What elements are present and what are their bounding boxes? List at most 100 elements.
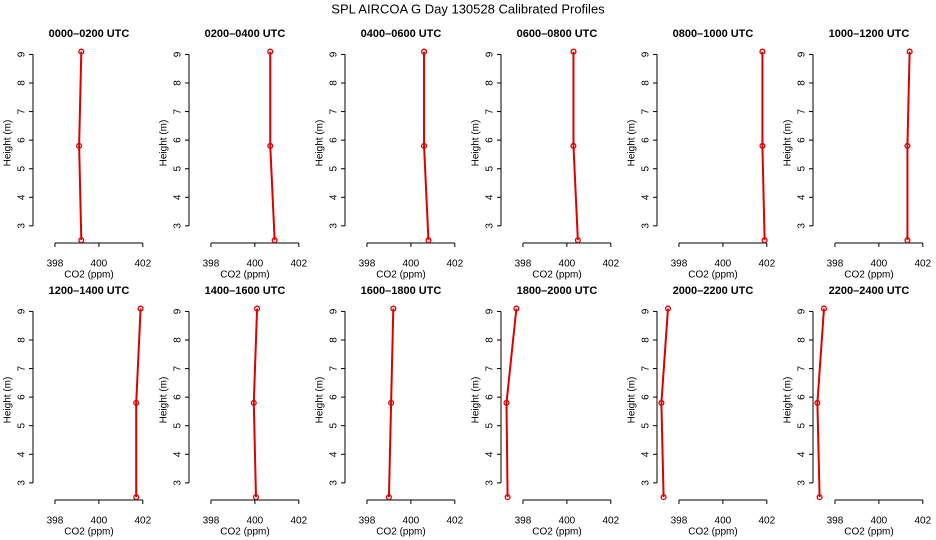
y-tick-label: 3 (329, 480, 340, 486)
profile-point (421, 142, 428, 149)
profile-point (252, 494, 260, 501)
profile-point (570, 142, 577, 149)
y-tick-label: 3 (173, 223, 184, 229)
x-tick-label: 398 (203, 516, 220, 527)
panel: 0600–0800 UTC 3 4 5 6 7 8 9 Height (m) 398 400 402 C… (471, 28, 620, 281)
profile-point (759, 48, 766, 55)
profile-line (387, 308, 395, 498)
profile-point (421, 48, 428, 55)
x-tick-label: 400 (871, 516, 888, 527)
y-tick-label: 4 (797, 451, 808, 457)
y-tick-label: 8 (329, 337, 340, 343)
panel: 1200–1400 UTC 3 4 5 6 7 8 9 Height (m) 398 400 402 C… (3, 285, 152, 538)
y-axis-label: Height (m) (315, 377, 326, 424)
panel: 1000–1200 UTC 3 4 5 6 7 8 9 Height (m) 398 400 402 C… (783, 28, 932, 281)
profile-point (814, 399, 821, 406)
profile-point (658, 399, 665, 406)
y-tick-label: 4 (17, 451, 28, 457)
y-tick-label: 7 (641, 108, 652, 114)
panel-title: 1200–1400 UTC (49, 285, 130, 297)
y-tick-label: 3 (485, 480, 496, 486)
x-tick-label: 402 (914, 516, 931, 527)
x-tick-label: 402 (914, 259, 931, 270)
y-tick-label: 6 (641, 137, 652, 143)
panel-title: 1000–1200 UTC (829, 28, 910, 40)
y-tick-label: 9 (797, 51, 808, 57)
x-axis-label: CO2 (ppm) (532, 527, 581, 538)
y-tick-label: 5 (17, 422, 28, 428)
x-tick-label: 402 (290, 259, 307, 270)
profile-point (761, 237, 768, 244)
y-tick-label: 9 (173, 308, 184, 314)
profile-point (250, 399, 257, 406)
y-axis-label: Height (m) (783, 377, 794, 424)
x-tick-label: 402 (290, 516, 307, 527)
profile-point (133, 494, 140, 501)
y-tick-label: 4 (641, 451, 652, 457)
x-tick-label: 400 (247, 259, 264, 270)
y-tick-label: 8 (641, 80, 652, 86)
x-tick-label: 400 (403, 259, 420, 270)
x-tick-label: 398 (359, 516, 376, 527)
profile-line (269, 51, 276, 241)
y-tick-label: 5 (173, 165, 184, 171)
x-tick-label: 398 (671, 259, 688, 270)
profile-line (252, 308, 259, 498)
y-tick-label: 9 (17, 308, 28, 314)
profile-point (504, 494, 511, 501)
x-tick-label: 398 (359, 259, 376, 270)
profile-point (570, 48, 577, 55)
profile-point (660, 494, 667, 501)
y-tick-label: 6 (329, 137, 340, 143)
y-tick-label: 6 (17, 137, 28, 143)
x-axis-label: CO2 (ppm) (844, 270, 893, 281)
profile-line (135, 308, 142, 498)
y-tick-label: 3 (797, 223, 808, 229)
y-tick-label: 8 (17, 337, 28, 343)
x-axis-label: CO2 (ppm) (376, 527, 425, 538)
panel-title: 1600–1800 UTC (361, 285, 442, 297)
y-axis-label: Height (m) (627, 120, 638, 167)
y-tick-label: 7 (485, 365, 496, 371)
profile-point (664, 305, 672, 312)
y-tick-label: 4 (797, 194, 808, 200)
y-tick-label: 6 (329, 394, 340, 400)
y-axis-label: Height (m) (159, 377, 170, 424)
y-tick-label: 4 (17, 194, 28, 200)
x-tick-label: 398 (47, 259, 64, 270)
profile-point (904, 142, 911, 149)
profile-point (388, 399, 395, 406)
y-tick-label: 3 (17, 223, 28, 229)
x-tick-label: 398 (47, 516, 64, 527)
panel: 1600–1800 UTC 3 4 5 6 7 8 9 Height (m) 398 400 402 C… (315, 285, 464, 538)
y-tick-label: 5 (797, 165, 808, 171)
y-tick-label: 8 (797, 337, 808, 343)
profile-point (904, 237, 911, 244)
x-tick-label: 402 (602, 259, 619, 270)
profile-point (759, 142, 766, 149)
profile-point (267, 142, 274, 149)
x-tick-label: 400 (715, 516, 732, 527)
x-tick-label: 402 (602, 516, 619, 527)
y-tick-label: 7 (641, 365, 652, 371)
y-tick-label: 8 (485, 337, 496, 343)
y-tick-label: 6 (173, 394, 184, 400)
panel-title: 0200–0400 UTC (205, 28, 286, 40)
y-tick-label: 9 (485, 51, 496, 57)
x-axis-label: CO2 (ppm) (220, 270, 269, 281)
profile-line (572, 51, 579, 241)
panel: 1400–1600 UTC 3 4 5 6 7 8 9 Height (m) 398 400 402 C… (159, 285, 308, 538)
x-axis-label: CO2 (ppm) (688, 270, 737, 281)
page-title: SPL AIRCOA G Day 130528 Calibrated Profi… (331, 1, 605, 16)
y-tick-label: 5 (485, 422, 496, 428)
profile-point (76, 142, 83, 149)
profile-point (78, 237, 85, 244)
panel: 2200–2400 UTC 3 4 5 6 7 8 9 Height (m) 398 400 402 C… (783, 285, 932, 538)
y-axis-label: Height (m) (471, 377, 482, 424)
y-tick-label: 9 (329, 308, 340, 314)
profile-line (761, 51, 766, 241)
x-tick-label: 402 (134, 516, 151, 527)
y-tick-label: 6 (485, 394, 496, 400)
x-tick-label: 398 (515, 259, 532, 270)
